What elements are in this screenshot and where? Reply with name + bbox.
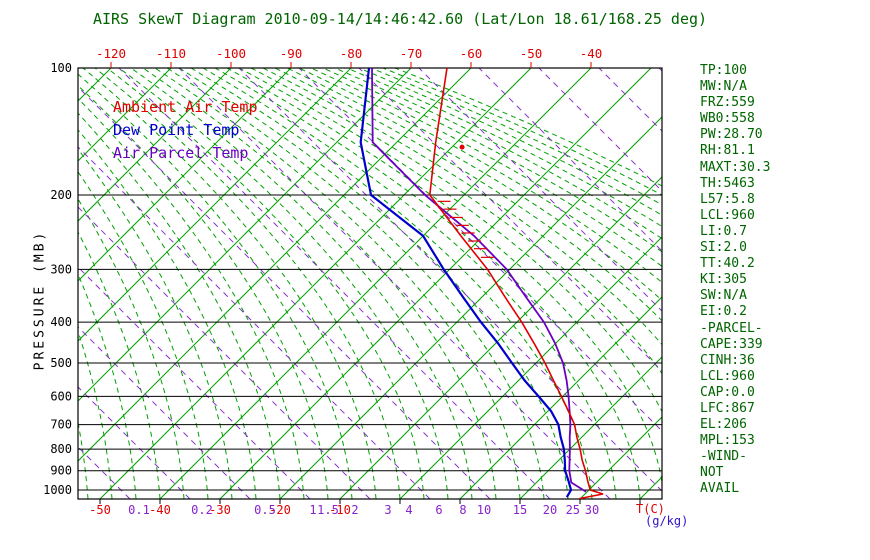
svg-text:-50: -50 (89, 503, 111, 517)
svg-text:100: 100 (50, 61, 72, 75)
svg-text:25: 25 (566, 503, 580, 517)
stat-line: CAPE:339 (700, 336, 763, 352)
svg-text:-100: -100 (216, 46, 246, 61)
parcel-temp-curve (371, 68, 587, 493)
svg-text:-110: -110 (156, 46, 186, 61)
stat-line: CINH:36 (700, 352, 755, 368)
svg-text:-60: -60 (460, 46, 483, 61)
stat-line: MW:N/A (700, 79, 747, 95)
svg-text:300: 300 (50, 262, 72, 276)
svg-text:-30: -30 (209, 503, 231, 517)
svg-text:-80: -80 (340, 46, 363, 61)
mixing-unit-label: (g/kg) (645, 514, 689, 528)
stat-line: PW:28.70 (700, 127, 763, 143)
stat-line: FRZ:559 (700, 95, 755, 111)
stat-line: LCL:960 (700, 368, 755, 384)
stat-line: -PARCEL- (700, 320, 763, 336)
legend: Ambient Air Temp Dew Point Temp Air Parc… (113, 96, 258, 165)
stat-line: WB0:558 (700, 111, 755, 127)
svg-text:-20: -20 (269, 503, 291, 517)
stat-line: LFC:867 (700, 400, 755, 416)
stat-line: TT:40.2 (700, 256, 755, 272)
svg-text:20: 20 (543, 503, 557, 517)
stat-line: L57:5.8 (700, 191, 755, 207)
stat-line: TP:100 (700, 63, 747, 78)
legend-item-dewpoint: Dew Point Temp (113, 121, 240, 139)
stat-line: RH:81.1 (700, 143, 755, 159)
svg-text:-40: -40 (149, 503, 171, 517)
svg-text:-50: -50 (520, 46, 543, 61)
background-grid (78, 68, 662, 499)
svg-text:1: 1 (309, 503, 316, 517)
stat-line: CAP:0.0 (700, 384, 755, 400)
stat-line: MAXT:30.3 (700, 159, 771, 175)
stat-line: NOT (700, 465, 724, 481)
stat-line: EL:206 (700, 417, 747, 433)
svg-text:-10: -10 (329, 503, 351, 517)
svg-text:-120: -120 (96, 46, 126, 61)
svg-text:6: 6 (435, 503, 442, 517)
svg-text:700: 700 (50, 418, 72, 432)
stat-line: SW:N/A (700, 288, 747, 304)
dewpoint-curve (359, 68, 573, 498)
svg-text:200: 200 (50, 188, 72, 202)
stat-line: LCL:960 (700, 207, 755, 223)
pressure-axis-label: PRESSURE (MB) (32, 229, 48, 371)
svg-text:500: 500 (50, 356, 72, 370)
stat-line: MPL:153 (700, 433, 755, 449)
svg-text:15: 15 (513, 503, 527, 517)
cape-hatch-marks (437, 200, 494, 258)
svg-text:0.2: 0.2 (191, 503, 213, 517)
svg-text:400: 400 (50, 315, 72, 329)
chart-title: AIRS SkewT Diagram 2010-09-14/14:46:42.6… (92, 10, 708, 28)
stat-line: AVAIL (700, 481, 740, 497)
svg-text:-40: -40 (580, 46, 603, 61)
stat-line: KI:305 (700, 272, 747, 288)
svg-text:0.5: 0.5 (254, 503, 276, 517)
stat-line: SI:2.0 (700, 240, 747, 256)
svg-text:10: 10 (477, 503, 491, 517)
sounding-curves (359, 68, 604, 499)
svg-text:800: 800 (50, 442, 72, 456)
stats-panel: TP:100 MW:N/A FRZ:559 WB0:558 PW:28.70 RH:81.… (700, 63, 770, 498)
svg-text:8: 8 (459, 503, 466, 517)
stat-line: -WIND- (700, 449, 747, 465)
axis-labels: 100 200 300 400 500 600 700 800 900 1000 -120 -110 -… (43, 46, 641, 517)
svg-text:30: 30 (585, 503, 599, 517)
stat-line: EI:0.2 (700, 304, 747, 320)
svg-text:1.5: 1.5 (317, 503, 339, 517)
svg-text:900: 900 (50, 464, 72, 478)
stat-line: TH:5463 (700, 175, 755, 191)
stat-line: LI:0.7 (700, 223, 747, 239)
svg-text:0.1: 0.1 (128, 503, 150, 517)
svg-text:-90: -90 (280, 46, 303, 61)
svg-text:2: 2 (351, 503, 358, 517)
legend-item-parcel: Air Parcel Temp (113, 144, 249, 162)
svg-text:-70: -70 (400, 46, 423, 61)
svg-text:1000: 1000 (43, 483, 72, 497)
svg-text:4: 4 (405, 503, 412, 517)
legend-item-ambient: Ambient Air Temp (113, 98, 258, 116)
ambient-temp-curve (428, 68, 604, 499)
red-marker-dot (459, 144, 465, 150)
svg-text:600: 600 (50, 389, 72, 403)
svg-text:3: 3 (384, 503, 391, 517)
temp-unit-label: T(C) (636, 502, 665, 516)
